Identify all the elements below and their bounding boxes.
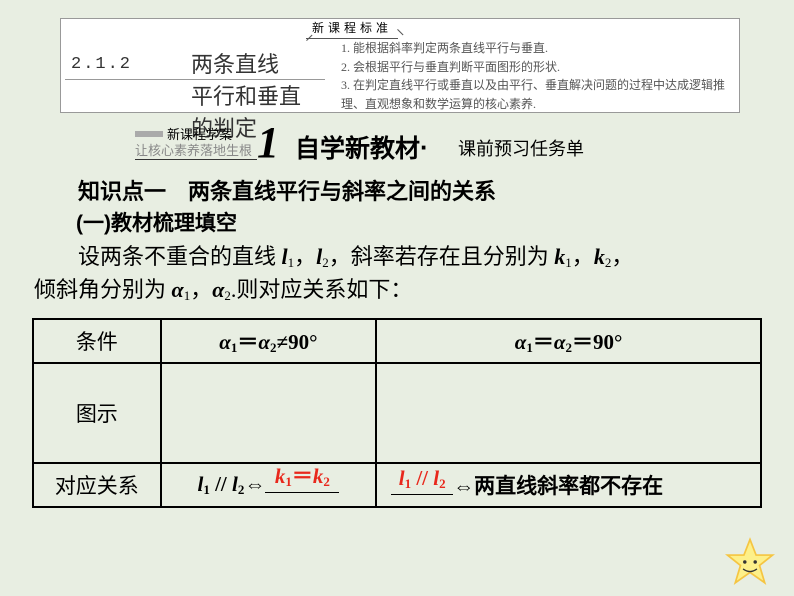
banner-left-block: 新课程学案 让核心素养落地生根: [135, 127, 252, 160]
standard-item: 1. 能根据斜率判定两条直线平行与垂直.: [341, 39, 739, 58]
table-cell-header: 图示: [33, 363, 161, 463]
section-title-line1: 两条直线: [191, 52, 279, 77]
fill-blank: l1 // l2: [391, 494, 453, 495]
answer-red: k1＝k2: [265, 460, 339, 490]
banner-subtitle: 课前预习任务单: [458, 135, 584, 161]
para-text: ，斜率若存在且分别为: [329, 244, 555, 269]
content-text: 知识点一 两条直线平行与斜率之间的关系 (一)教材梳理填空 设两条不重合的直线 …: [34, 175, 762, 306]
lesson-header: 新课程标准 1. 能根据斜率判定两条直线平行与垂直. 2. 会根据平行与垂直判断…: [60, 18, 740, 113]
section-banner: 新课程学案 让核心素养落地生根 1 自学新教材· 课前预习任务单: [135, 125, 735, 165]
curriculum-standard-list: 1. 能根据斜率判定两条直线平行与垂直. 2. 会根据平行与垂直判断平面图形的形…: [341, 39, 739, 113]
table-cell-rel-2: l1 // l2⇔两直线斜率都不存在: [376, 463, 761, 507]
table-cell-rel-1: l1 // l2⇔k1＝k2: [161, 463, 377, 507]
para-text: ，: [611, 244, 633, 269]
table-cell-figure-1: [161, 363, 377, 463]
tail: ≠90°: [277, 330, 318, 354]
sym: α: [258, 330, 270, 354]
sym: k: [313, 464, 324, 488]
subsection-title-text: (一)教材梳理填空: [76, 212, 237, 235]
iff-sym: ⇔: [244, 472, 265, 496]
dot-separator-icon: ·: [420, 132, 429, 162]
table-cell-figure-2: [376, 363, 761, 463]
para-text: .则对应关系如下：: [231, 277, 413, 302]
rel-tail: ⇔两直线斜率都不存在: [453, 474, 663, 498]
knowledge-point-title: 知识点一 两条直线平行与斜率之间的关系: [34, 175, 762, 208]
sub: 2: [439, 476, 446, 491]
sub: 2: [323, 474, 330, 489]
relation-table: 条件 α1＝α2≠90° α1＝α2＝90° 图示 对应关系 l1 // l2⇔…: [32, 318, 762, 508]
eq: ＝: [237, 330, 258, 354]
para-text: 倾斜角分别为: [34, 277, 172, 302]
kp-title-text: 知识点一 两条直线平行与斜率之间的关系: [78, 179, 496, 204]
table-row-relation: 对应关系 l1 // l2 ⇔k1＝k2 l1 // l2⇔两直线斜率都不存在: [33, 463, 761, 507]
paragraph-line-1: 设两条不重合的直线 l1，l2，斜率若存在且分别为 k1，k2，: [34, 240, 762, 273]
var-a1: α: [172, 277, 184, 302]
banner-left-top: 新课程学案: [167, 127, 232, 142]
banner-main-title: 自学新教材·: [295, 129, 429, 165]
sym: α: [515, 330, 527, 354]
sym: α: [554, 330, 566, 354]
sep: ，: [572, 244, 594, 269]
gray-bar-icon: [135, 131, 163, 137]
curriculum-standard-label: 新课程标准: [306, 19, 398, 39]
sym: k: [275, 464, 286, 488]
parallel-sym: //: [210, 472, 232, 496]
eq: ＝: [533, 330, 554, 354]
parallel-sym: //: [411, 466, 433, 490]
var-k1: k: [554, 244, 565, 269]
fill-blank: k1＝k2: [265, 492, 339, 493]
star-decoration-icon: [724, 536, 776, 588]
table-row-condition: 条件 α1＝α2≠90° α1＝α2＝90°: [33, 319, 761, 363]
answer-red: l1 // l2: [391, 466, 453, 492]
sep: ，: [294, 244, 316, 269]
section-number: 2.1.2: [71, 55, 132, 74]
table-cell-cond-1: α1＝α2≠90°: [161, 319, 377, 363]
eq: ＝: [292, 464, 313, 488]
table-cell-header: 条件: [33, 319, 161, 363]
para-text: 设两条不重合的直线: [34, 244, 282, 269]
sep: ，: [190, 277, 212, 302]
paragraph-line-2: 倾斜角分别为 α1，α2.则对应关系如下：: [34, 273, 762, 306]
table-cell-cond-2: α1＝α2＝90°: [376, 319, 761, 363]
banner-underline: [135, 159, 257, 160]
var-k2: k: [594, 244, 605, 269]
sym: α: [219, 330, 231, 354]
subsection-title: (一)教材梳理填空: [34, 208, 762, 240]
standard-item: 2. 会根据平行与垂直判断平面图形的形状.: [341, 58, 739, 77]
header-divider: [65, 79, 325, 80]
table-cell-header: 对应关系: [33, 463, 161, 507]
section-big-number: 1: [257, 117, 279, 168]
var-a2: α: [212, 277, 224, 302]
tail: ＝90°: [572, 330, 622, 354]
banner-left-bottom: 让核心素养落地生根: [135, 143, 252, 158]
banner-main-text: 自学新教材: [295, 135, 420, 163]
standard-item: 3. 在判定直线平行或垂直以及由平行、垂直解决问题的过程中达成逻辑推理、直观想象…: [341, 76, 739, 113]
table-row-figure: 图示: [33, 363, 761, 463]
